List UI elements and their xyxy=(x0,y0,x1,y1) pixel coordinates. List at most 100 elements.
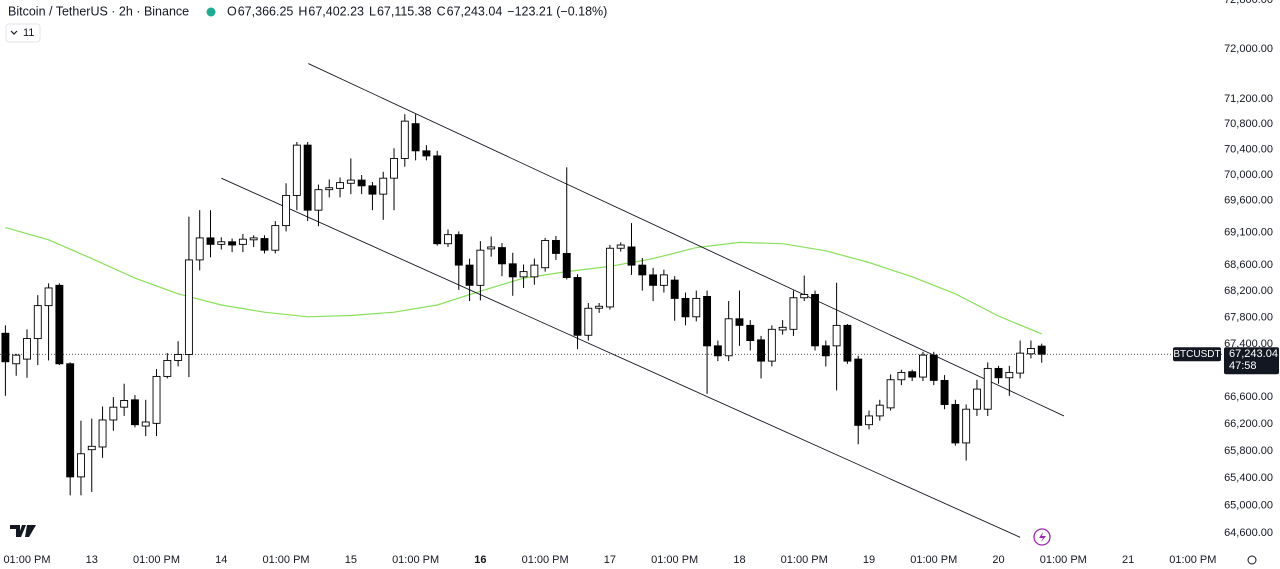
x-tick-label: 14 xyxy=(215,554,227,566)
candle-body xyxy=(584,307,593,336)
candle-body xyxy=(325,187,334,191)
candle-body xyxy=(973,388,981,410)
candle-body xyxy=(605,247,614,308)
tv-logo xyxy=(10,525,36,537)
candle-body xyxy=(541,240,550,269)
legend-key: H xyxy=(298,4,307,18)
candle-body xyxy=(886,379,895,409)
candle-body xyxy=(713,345,722,357)
candle-body xyxy=(551,240,560,254)
candle-body xyxy=(422,150,431,157)
y-tick-label: 70,000.00 xyxy=(1224,169,1273,181)
candle-body xyxy=(292,144,301,196)
candle-body xyxy=(573,277,582,336)
y-tick-label: 64,600.00 xyxy=(1224,527,1273,539)
candle-body xyxy=(994,367,1003,379)
x-tick-label: 01:00 PM xyxy=(1040,554,1087,566)
candle-body xyxy=(249,237,258,241)
candle-body xyxy=(130,399,139,426)
candle-body xyxy=(314,189,323,211)
candle-body xyxy=(368,185,377,195)
candle-body xyxy=(692,297,701,318)
candle-body xyxy=(346,179,355,184)
countdown-label: 47:58 xyxy=(1229,360,1257,372)
candle-body xyxy=(908,371,917,378)
x-tick-label: 19 xyxy=(863,554,875,566)
x-tick-label: 01:00 PM xyxy=(651,554,698,566)
candle-body xyxy=(519,271,528,278)
trend-line xyxy=(221,177,1021,538)
candle-body xyxy=(919,354,927,378)
price-box xyxy=(1224,347,1279,375)
candle-body xyxy=(1,332,10,363)
market-status[interactable] xyxy=(206,7,216,17)
candle-body xyxy=(217,241,226,245)
settings-button[interactable] xyxy=(1247,555,1257,565)
candle-body xyxy=(703,296,712,347)
trend-line xyxy=(308,63,1065,417)
indicator-count: 11 xyxy=(23,27,34,39)
candle-body xyxy=(238,238,247,245)
x-tick-label: 01:00 PM xyxy=(910,554,957,566)
x-tick-label: 16 xyxy=(474,554,486,566)
candle-body xyxy=(411,123,420,152)
candle-body xyxy=(433,155,442,245)
candle-body xyxy=(983,367,992,410)
candle-body xyxy=(767,328,776,362)
legend-value: 67,402.23 xyxy=(308,4,364,18)
candle-body xyxy=(336,182,344,189)
y-tick-label: 69,600.00 xyxy=(1224,194,1273,206)
candle-body xyxy=(77,453,85,478)
candle-body xyxy=(55,284,64,365)
candle-body xyxy=(476,249,485,286)
y-tick-label: 72,800.00 xyxy=(1224,0,1273,6)
candle-body xyxy=(875,404,884,417)
candle-body xyxy=(109,406,118,421)
x-tick-label: 01:00 PM xyxy=(263,554,310,566)
candle-body xyxy=(400,120,409,159)
candle-body xyxy=(174,354,183,361)
candle-body xyxy=(260,238,269,251)
candle-body xyxy=(670,279,679,299)
candle-body xyxy=(735,318,744,326)
candle-body xyxy=(595,305,604,309)
candle-body xyxy=(1026,348,1035,355)
candle-body xyxy=(228,241,237,246)
candle-body xyxy=(163,359,172,377)
indicator-toggle[interactable] xyxy=(5,23,41,43)
candle-body xyxy=(757,339,766,362)
y-tick-label: 72,000.00 xyxy=(1224,43,1273,55)
candle-body xyxy=(562,252,571,278)
candle-body xyxy=(465,264,474,286)
candle-body xyxy=(800,294,809,299)
candle-body xyxy=(746,324,755,341)
candle-body xyxy=(454,234,463,266)
candle-body xyxy=(1037,345,1046,355)
candle-body xyxy=(832,324,841,347)
symbol-box xyxy=(1173,347,1221,362)
candle-body xyxy=(627,246,636,266)
candle-body xyxy=(811,294,819,347)
x-tick-label: 01:00 PM xyxy=(133,554,180,566)
y-tick-label: 67,400.00 xyxy=(1224,338,1273,350)
candle-body xyxy=(897,371,906,381)
legend-value: 67,243.04 xyxy=(447,4,503,18)
candle-body xyxy=(498,247,506,265)
symbol-label: BTCUSDT xyxy=(1173,349,1220,360)
x-tick-label: 01:00 PM xyxy=(3,554,50,566)
candle-body xyxy=(87,445,96,451)
y-tick-label: 68,600.00 xyxy=(1224,259,1273,271)
candle-body xyxy=(821,345,830,357)
y-tick-label: 65,000.00 xyxy=(1224,500,1273,512)
candle-body xyxy=(789,297,798,330)
candle-body xyxy=(303,144,312,211)
lightning-icon xyxy=(1039,532,1046,542)
candle-body xyxy=(616,244,625,249)
candle-body xyxy=(487,246,496,250)
legend-key: L xyxy=(369,4,376,18)
y-tick-label: 70,400.00 xyxy=(1224,143,1273,155)
candle-body xyxy=(152,375,161,424)
candle-body xyxy=(508,263,517,278)
x-tick-label: 17 xyxy=(604,554,616,566)
